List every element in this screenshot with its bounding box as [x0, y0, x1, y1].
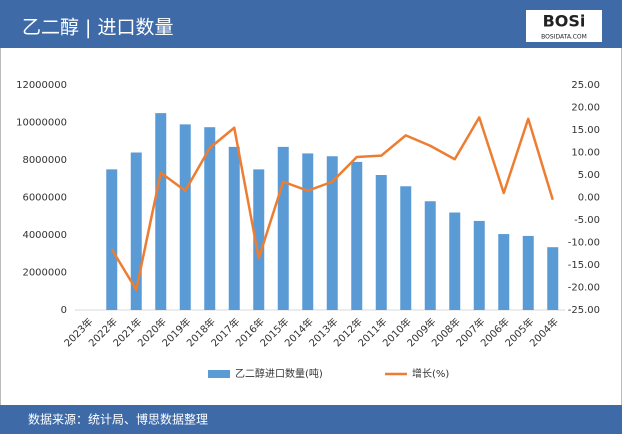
- bar: [473, 220, 485, 310]
- bar: [375, 175, 387, 310]
- bar: [326, 156, 338, 310]
- legend-label: 乙二醇进口数量(吨): [235, 367, 323, 380]
- bar: [253, 169, 265, 310]
- y-tick-label: 2000000: [22, 268, 67, 279]
- bar: [522, 235, 534, 310]
- legend-swatch: [208, 370, 230, 378]
- y-tick-label: 8000000: [22, 155, 67, 166]
- logo-box: [526, 10, 602, 42]
- logo: BOSi: [543, 12, 586, 31]
- bar: [547, 247, 559, 310]
- bar: [130, 152, 142, 310]
- y2-tick-label: 5.00: [578, 170, 600, 181]
- line: [110, 116, 554, 291]
- y2-tick-label: -25.00: [568, 305, 600, 316]
- bar: [179, 124, 191, 310]
- source: 数据来源：统计局、博思数据整理: [28, 412, 208, 427]
- y-tick-label: 0: [61, 305, 67, 316]
- y2-tick-label: 10.00: [571, 148, 600, 159]
- bar: [302, 153, 314, 310]
- bar: [106, 169, 118, 310]
- y2-tick-label: 0.00: [578, 193, 600, 204]
- bar: [400, 186, 412, 310]
- y-tick-label: 6000000: [22, 193, 67, 204]
- bar: [277, 146, 289, 310]
- y-tick-label: 4000000: [22, 230, 67, 241]
- bar: [449, 212, 461, 310]
- y2-tick-label: -15.00: [568, 260, 600, 271]
- y2-tick-label: -20.00: [568, 283, 600, 294]
- header-band: [0, 0, 622, 48]
- y2-tick-label: -10.00: [568, 238, 600, 249]
- y-tick-label: 10000000: [16, 118, 67, 129]
- footer-band: [0, 405, 622, 434]
- logo-subtext: BOSIDATA.COM: [541, 34, 587, 41]
- y2-tick-label: 15.00: [571, 125, 600, 136]
- bar: [498, 234, 510, 310]
- y2-tick-label: -5.00: [574, 215, 600, 226]
- bar: [204, 127, 216, 310]
- bar: [424, 201, 436, 310]
- y2-tick-label: 20.00: [571, 103, 600, 114]
- legend-label: 增长(%): [412, 367, 449, 380]
- y2-tick-label: 25.00: [571, 80, 600, 91]
- bar: [228, 146, 240, 310]
- bar: [351, 161, 363, 310]
- chart-title: 乙二醇 | 进口数量: [22, 17, 173, 39]
- y-tick-label: 12000000: [16, 80, 67, 91]
- bar: [155, 113, 167, 310]
